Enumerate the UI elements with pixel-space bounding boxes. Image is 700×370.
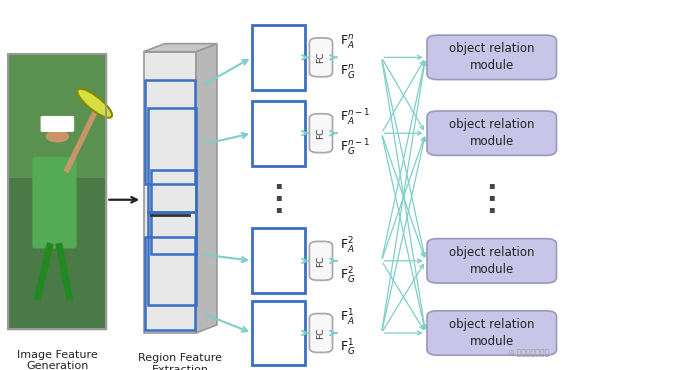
Text: F$^2_G$: F$^2_G$ [340, 266, 355, 286]
Text: FC: FC [316, 327, 326, 339]
Text: F$^1_A$: F$^1_A$ [340, 308, 354, 328]
Bar [8, 54, 106, 178]
Text: ▪
▪
▪: ▪ ▪ ▪ [489, 181, 495, 213]
Text: F$^1_G$: F$^1_G$ [340, 338, 355, 358]
FancyBboxPatch shape [427, 311, 556, 355]
FancyBboxPatch shape [309, 314, 332, 352]
Polygon shape [144, 44, 217, 52]
Bar [144, 52, 196, 333]
FancyBboxPatch shape [309, 242, 332, 280]
Bar [8, 54, 106, 329]
Bar [145, 80, 195, 184]
Bar [148, 108, 196, 212]
Text: F$^2_A$: F$^2_A$ [340, 236, 354, 256]
Text: FC: FC [316, 128, 326, 139]
FancyBboxPatch shape [32, 157, 76, 249]
FancyBboxPatch shape [309, 38, 332, 77]
Bar [252, 25, 304, 90]
Bar [8, 54, 106, 329]
Text: ⊙ 计算机视觉战队: ⊙ 计算机视觉战队 [508, 349, 549, 358]
FancyBboxPatch shape [427, 35, 556, 80]
Text: Image Feature
Generation: Image Feature Generation [17, 350, 98, 370]
Text: F$^{n-1}_A$: F$^{n-1}_A$ [340, 108, 370, 128]
Bar [252, 229, 304, 293]
Text: F$^n_A$: F$^n_A$ [340, 34, 354, 51]
Bar [150, 170, 196, 254]
Text: Region Feature
Extraction: Region Feature Extraction [139, 353, 223, 370]
Text: object relation
module: object relation module [449, 118, 535, 148]
Bar [148, 212, 196, 305]
Text: FC: FC [316, 52, 326, 63]
Text: ▪
▪
▪: ▪ ▪ ▪ [275, 181, 281, 213]
Bar [252, 300, 304, 365]
Text: object relation
module: object relation module [449, 42, 535, 73]
Polygon shape [196, 44, 217, 333]
FancyBboxPatch shape [41, 116, 74, 132]
Text: object relation
module: object relation module [449, 318, 535, 348]
FancyBboxPatch shape [427, 111, 556, 155]
Text: FC: FC [316, 255, 326, 266]
Text: F$^{n-1}_G$: F$^{n-1}_G$ [340, 138, 370, 158]
FancyBboxPatch shape [309, 114, 332, 152]
Text: F$^n_G$: F$^n_G$ [340, 63, 355, 81]
FancyBboxPatch shape [427, 239, 556, 283]
Circle shape [46, 130, 69, 142]
Ellipse shape [77, 89, 112, 118]
Bar [145, 238, 195, 330]
Bar [252, 101, 304, 166]
Text: object relation
module: object relation module [449, 246, 535, 276]
